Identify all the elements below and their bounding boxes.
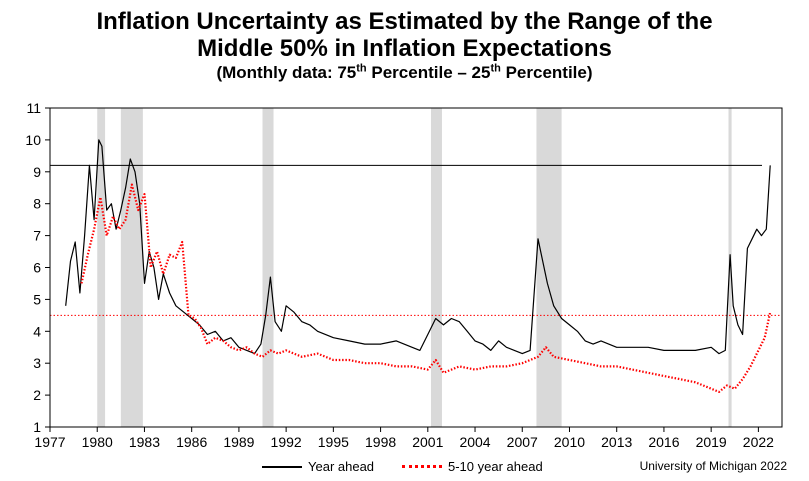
x-tick-label-2: 1983 <box>129 434 160 450</box>
series-line-0 <box>65 139 771 355</box>
chart-title-block: Inflation Uncertainty as Estimated by th… <box>0 8 809 83</box>
x-tick-7: 1998 <box>365 427 396 450</box>
x-tick-label-10: 2007 <box>507 434 538 450</box>
x-tick-1: 1980 <box>82 427 113 450</box>
x-tick-14: 2019 <box>696 427 727 450</box>
recession-band-1 <box>120 108 143 427</box>
subtitle-superscript-1: th <box>356 62 367 75</box>
x-tick-label-14: 2019 <box>696 434 727 450</box>
series-line-1 <box>80 183 772 393</box>
x-tick-0: 1977 <box>34 427 66 450</box>
y-tick-label-2: 3 <box>33 355 41 371</box>
y-tick-label-0: 1 <box>33 419 41 435</box>
y-tick-10: 11 <box>26 100 50 116</box>
y-tick-label-8: 9 <box>33 164 41 180</box>
x-tick-label-1: 1980 <box>82 434 113 450</box>
y-tick-label-7: 8 <box>33 196 41 212</box>
x-tick-5: 1992 <box>271 427 302 450</box>
series-lines <box>65 139 772 393</box>
y-tick-0: 1 <box>33 419 50 435</box>
x-tick-label-6: 1995 <box>318 434 349 450</box>
recession-band-3 <box>430 108 442 427</box>
y-tick-9: 10 <box>25 132 50 148</box>
y-tick-3: 4 <box>33 323 50 339</box>
chart-title-line-2: Middle 50% in Inflation Expectations <box>197 35 612 62</box>
y-tick-4: 5 <box>33 291 50 307</box>
y-tick-5: 6 <box>33 260 50 276</box>
chart-title-line-1: Inflation Uncertainty as Estimated by th… <box>96 8 713 35</box>
y-tick-label-4: 5 <box>33 291 41 307</box>
y-tick-label-9: 10 <box>25 132 41 148</box>
legend-swatch-solid-black <box>262 465 302 468</box>
y-tick-8: 9 <box>33 164 50 180</box>
x-tick-label-5: 1992 <box>271 434 302 450</box>
y-tick-label-10: 11 <box>26 100 41 116</box>
x-tick-10: 2007 <box>507 427 538 450</box>
recession-band-4 <box>536 108 562 427</box>
x-tick-4: 1989 <box>223 427 255 450</box>
recession-band-0 <box>97 108 106 427</box>
x-tick-label-12: 2013 <box>601 434 632 450</box>
x-axis: 1977 1980 1983 1986 1989 1992 1995 1998 2001 2004… <box>34 427 774 450</box>
x-tick-label-0: 1977 <box>34 434 65 450</box>
y-tick-6: 7 <box>33 228 50 244</box>
x-tick-label-13: 2016 <box>648 434 679 450</box>
subtitle-prefix: (Monthly data: 75 <box>216 63 357 82</box>
legend-label-5-10-year-ahead: 5-10 year ahead <box>448 459 543 474</box>
y-tick-1: 2 <box>33 387 50 403</box>
x-tick-6: 1995 <box>318 427 349 450</box>
y-tick-7: 8 <box>33 196 50 212</box>
x-tick-label-8: 2001 <box>412 434 443 450</box>
legend-swatch-dotted-red <box>402 465 442 468</box>
legend-item-year-ahead: Year ahead <box>262 459 374 474</box>
plot-area-frame <box>49 107 783 428</box>
x-tick-3: 1986 <box>176 427 207 450</box>
x-tick-8: 2001 <box>412 427 444 450</box>
recession-band-2 <box>262 108 274 427</box>
legend-label-year-ahead: Year ahead <box>308 459 375 474</box>
x-tick-13: 2016 <box>648 427 680 450</box>
subtitle-middle: Percentile – 25 <box>366 63 491 82</box>
x-tick-9: 2004 <box>459 427 491 450</box>
y-tick-label-3: 4 <box>33 323 41 339</box>
x-tick-label-3: 1986 <box>176 434 207 450</box>
subtitle-suffix: Percentile) <box>500 63 593 82</box>
reference-lines <box>50 164 782 316</box>
legend-item-5-10-year-ahead: 5-10 year ahead <box>402 459 543 474</box>
x-tick-label-11: 2010 <box>554 434 585 450</box>
x-tick-11: 2010 <box>554 427 585 450</box>
subtitle-superscript-2: th <box>490 62 501 75</box>
x-tick-label-15: 2022 <box>743 434 774 450</box>
y-tick-2: 3 <box>33 355 50 371</box>
y-tick-label-6: 7 <box>33 228 41 244</box>
x-tick-label-9: 2004 <box>459 434 490 450</box>
y-tick-label-1: 2 <box>33 387 41 403</box>
x-tick-15: 2022 <box>743 427 774 450</box>
x-tick-label-7: 1998 <box>365 434 396 450</box>
x-tick-label-4: 1989 <box>223 434 254 450</box>
source-credit: University of Michigan 2022 <box>639 459 787 473</box>
chart-subtitle: (Monthly data: 75th Percentile – 25th Pe… <box>0 62 809 83</box>
x-tick-2: 1983 <box>129 427 160 450</box>
y-tick-label-5: 6 <box>33 260 41 276</box>
recession-bands <box>97 108 732 427</box>
y-axis: 1 2 3 4 5 6 7 8 9 10 11 <box>25 100 50 435</box>
x-tick-12: 2013 <box>601 427 632 450</box>
